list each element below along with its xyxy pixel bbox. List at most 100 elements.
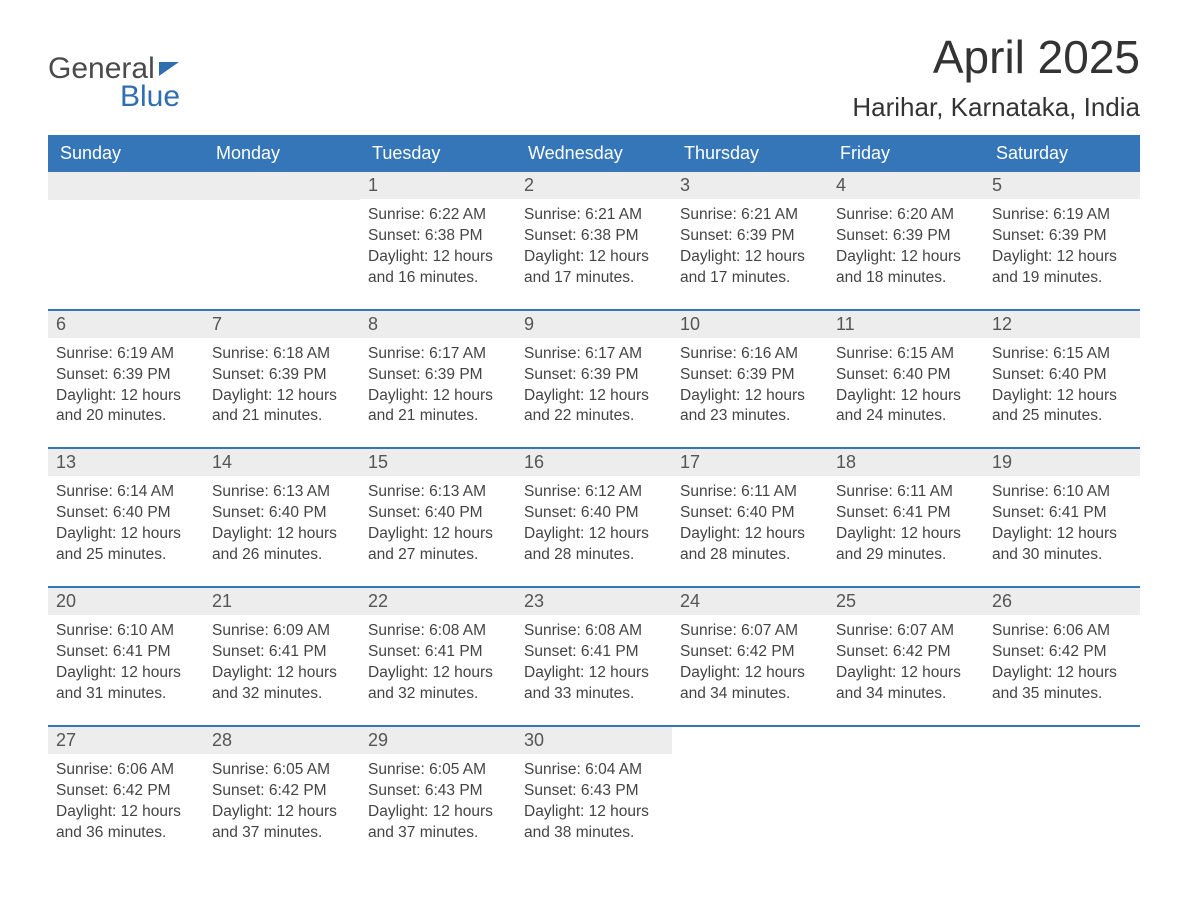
day-sunset: Sunset: 6:42 PM bbox=[212, 781, 352, 802]
day-cell: 19Sunrise: 6:10 AMSunset: 6:41 PMDayligh… bbox=[984, 449, 1140, 572]
day-sunset: Sunset: 6:40 PM bbox=[680, 503, 820, 524]
day-daylight1: Daylight: 12 hours bbox=[212, 663, 352, 684]
day-sunrise: Sunrise: 6:10 AM bbox=[992, 482, 1132, 503]
day-content: Sunrise: 6:14 AMSunset: 6:40 PMDaylight:… bbox=[48, 476, 204, 572]
day-daylight2: and 28 minutes. bbox=[680, 545, 820, 566]
day-cell: 2Sunrise: 6:21 AMSunset: 6:38 PMDaylight… bbox=[516, 172, 672, 295]
day-cell: 25Sunrise: 6:07 AMSunset: 6:42 PMDayligh… bbox=[828, 588, 984, 711]
day-cell: 1Sunrise: 6:22 AMSunset: 6:38 PMDaylight… bbox=[360, 172, 516, 295]
day-number: 27 bbox=[48, 727, 204, 754]
day-cell: 15Sunrise: 6:13 AMSunset: 6:40 PMDayligh… bbox=[360, 449, 516, 572]
day-cell: 14Sunrise: 6:13 AMSunset: 6:40 PMDayligh… bbox=[204, 449, 360, 572]
week-row: 20Sunrise: 6:10 AMSunset: 6:41 PMDayligh… bbox=[48, 586, 1140, 711]
day-cell: 21Sunrise: 6:09 AMSunset: 6:41 PMDayligh… bbox=[204, 588, 360, 711]
day-content: Sunrise: 6:22 AMSunset: 6:38 PMDaylight:… bbox=[360, 199, 516, 295]
day-daylight2: and 25 minutes. bbox=[992, 406, 1132, 427]
day-content: Sunrise: 6:19 AMSunset: 6:39 PMDaylight:… bbox=[984, 199, 1140, 295]
day-sunset: Sunset: 6:38 PM bbox=[368, 226, 508, 247]
weekday-header: Monday bbox=[204, 135, 360, 172]
day-content: Sunrise: 6:21 AMSunset: 6:39 PMDaylight:… bbox=[672, 199, 828, 295]
day-number: 13 bbox=[48, 449, 204, 476]
day-cell: 13Sunrise: 6:14 AMSunset: 6:40 PMDayligh… bbox=[48, 449, 204, 572]
day-sunrise: Sunrise: 6:06 AM bbox=[992, 621, 1132, 642]
weekday-header: Wednesday bbox=[516, 135, 672, 172]
day-cell: 8Sunrise: 6:17 AMSunset: 6:39 PMDaylight… bbox=[360, 311, 516, 434]
day-cell: 29Sunrise: 6:05 AMSunset: 6:43 PMDayligh… bbox=[360, 727, 516, 850]
day-number: 28 bbox=[204, 727, 360, 754]
day-number: 10 bbox=[672, 311, 828, 338]
day-content: Sunrise: 6:13 AMSunset: 6:40 PMDaylight:… bbox=[360, 476, 516, 572]
day-daylight2: and 28 minutes. bbox=[524, 545, 664, 566]
day-daylight1: Daylight: 12 hours bbox=[368, 247, 508, 268]
day-sunrise: Sunrise: 6:18 AM bbox=[212, 344, 352, 365]
day-number: 26 bbox=[984, 588, 1140, 615]
day-sunset: Sunset: 6:39 PM bbox=[524, 365, 664, 386]
day-daylight2: and 31 minutes. bbox=[56, 684, 196, 705]
day-sunrise: Sunrise: 6:13 AM bbox=[368, 482, 508, 503]
day-sunset: Sunset: 6:40 PM bbox=[836, 365, 976, 386]
day-number: 9 bbox=[516, 311, 672, 338]
day-daylight1: Daylight: 12 hours bbox=[56, 802, 196, 823]
day-cell bbox=[828, 727, 984, 850]
day-daylight1: Daylight: 12 hours bbox=[836, 247, 976, 268]
day-sunset: Sunset: 6:42 PM bbox=[836, 642, 976, 663]
day-sunrise: Sunrise: 6:12 AM bbox=[524, 482, 664, 503]
day-sunset: Sunset: 6:39 PM bbox=[368, 365, 508, 386]
day-sunrise: Sunrise: 6:10 AM bbox=[56, 621, 196, 642]
day-daylight2: and 27 minutes. bbox=[368, 545, 508, 566]
day-daylight2: and 30 minutes. bbox=[992, 545, 1132, 566]
day-number: 14 bbox=[204, 449, 360, 476]
day-number: 25 bbox=[828, 588, 984, 615]
day-daylight1: Daylight: 12 hours bbox=[524, 386, 664, 407]
weekday-header: Thursday bbox=[672, 135, 828, 172]
day-cell bbox=[672, 727, 828, 850]
day-cell: 26Sunrise: 6:06 AMSunset: 6:42 PMDayligh… bbox=[984, 588, 1140, 711]
day-sunrise: Sunrise: 6:07 AM bbox=[836, 621, 976, 642]
day-number: 6 bbox=[48, 311, 204, 338]
day-daylight1: Daylight: 12 hours bbox=[56, 524, 196, 545]
day-cell: 24Sunrise: 6:07 AMSunset: 6:42 PMDayligh… bbox=[672, 588, 828, 711]
day-daylight2: and 24 minutes. bbox=[836, 406, 976, 427]
day-sunset: Sunset: 6:39 PM bbox=[212, 365, 352, 386]
day-sunset: Sunset: 6:41 PM bbox=[368, 642, 508, 663]
day-content: Sunrise: 6:05 AMSunset: 6:42 PMDaylight:… bbox=[204, 754, 360, 850]
day-cell: 16Sunrise: 6:12 AMSunset: 6:40 PMDayligh… bbox=[516, 449, 672, 572]
day-sunrise: Sunrise: 6:17 AM bbox=[368, 344, 508, 365]
day-cell: 3Sunrise: 6:21 AMSunset: 6:39 PMDaylight… bbox=[672, 172, 828, 295]
day-cell: 6Sunrise: 6:19 AMSunset: 6:39 PMDaylight… bbox=[48, 311, 204, 434]
day-daylight2: and 35 minutes. bbox=[992, 684, 1132, 705]
day-sunset: Sunset: 6:39 PM bbox=[680, 226, 820, 247]
day-number: 2 bbox=[516, 172, 672, 199]
day-cell bbox=[984, 727, 1140, 850]
title-month: April 2025 bbox=[852, 30, 1140, 84]
day-number: 7 bbox=[204, 311, 360, 338]
day-daylight2: and 19 minutes. bbox=[992, 268, 1132, 289]
day-content: Sunrise: 6:08 AMSunset: 6:41 PMDaylight:… bbox=[516, 615, 672, 711]
day-sunset: Sunset: 6:41 PM bbox=[836, 503, 976, 524]
day-daylight2: and 21 minutes. bbox=[368, 406, 508, 427]
day-content: Sunrise: 6:06 AMSunset: 6:42 PMDaylight:… bbox=[984, 615, 1140, 711]
day-content: Sunrise: 6:09 AMSunset: 6:41 PMDaylight:… bbox=[204, 615, 360, 711]
week-row: 27Sunrise: 6:06 AMSunset: 6:42 PMDayligh… bbox=[48, 725, 1140, 850]
day-content: Sunrise: 6:19 AMSunset: 6:39 PMDaylight:… bbox=[48, 338, 204, 434]
day-daylight2: and 16 minutes. bbox=[368, 268, 508, 289]
day-cell: 30Sunrise: 6:04 AMSunset: 6:43 PMDayligh… bbox=[516, 727, 672, 850]
day-cell: 4Sunrise: 6:20 AMSunset: 6:39 PMDaylight… bbox=[828, 172, 984, 295]
day-number: 11 bbox=[828, 311, 984, 338]
day-content: Sunrise: 6:10 AMSunset: 6:41 PMDaylight:… bbox=[48, 615, 204, 711]
day-daylight1: Daylight: 12 hours bbox=[56, 386, 196, 407]
day-daylight2: and 33 minutes. bbox=[524, 684, 664, 705]
day-daylight1: Daylight: 12 hours bbox=[212, 386, 352, 407]
logo-blue-text: Blue bbox=[120, 80, 180, 114]
day-sunrise: Sunrise: 6:04 AM bbox=[524, 760, 664, 781]
day-daylight1: Daylight: 12 hours bbox=[992, 386, 1132, 407]
day-daylight2: and 38 minutes. bbox=[524, 823, 664, 844]
day-number: 18 bbox=[828, 449, 984, 476]
day-sunrise: Sunrise: 6:15 AM bbox=[836, 344, 976, 365]
day-daylight1: Daylight: 12 hours bbox=[836, 386, 976, 407]
day-cell: 12Sunrise: 6:15 AMSunset: 6:40 PMDayligh… bbox=[984, 311, 1140, 434]
day-daylight2: and 37 minutes. bbox=[368, 823, 508, 844]
day-sunrise: Sunrise: 6:16 AM bbox=[680, 344, 820, 365]
day-content: Sunrise: 6:20 AMSunset: 6:39 PMDaylight:… bbox=[828, 199, 984, 295]
day-sunset: Sunset: 6:40 PM bbox=[212, 503, 352, 524]
